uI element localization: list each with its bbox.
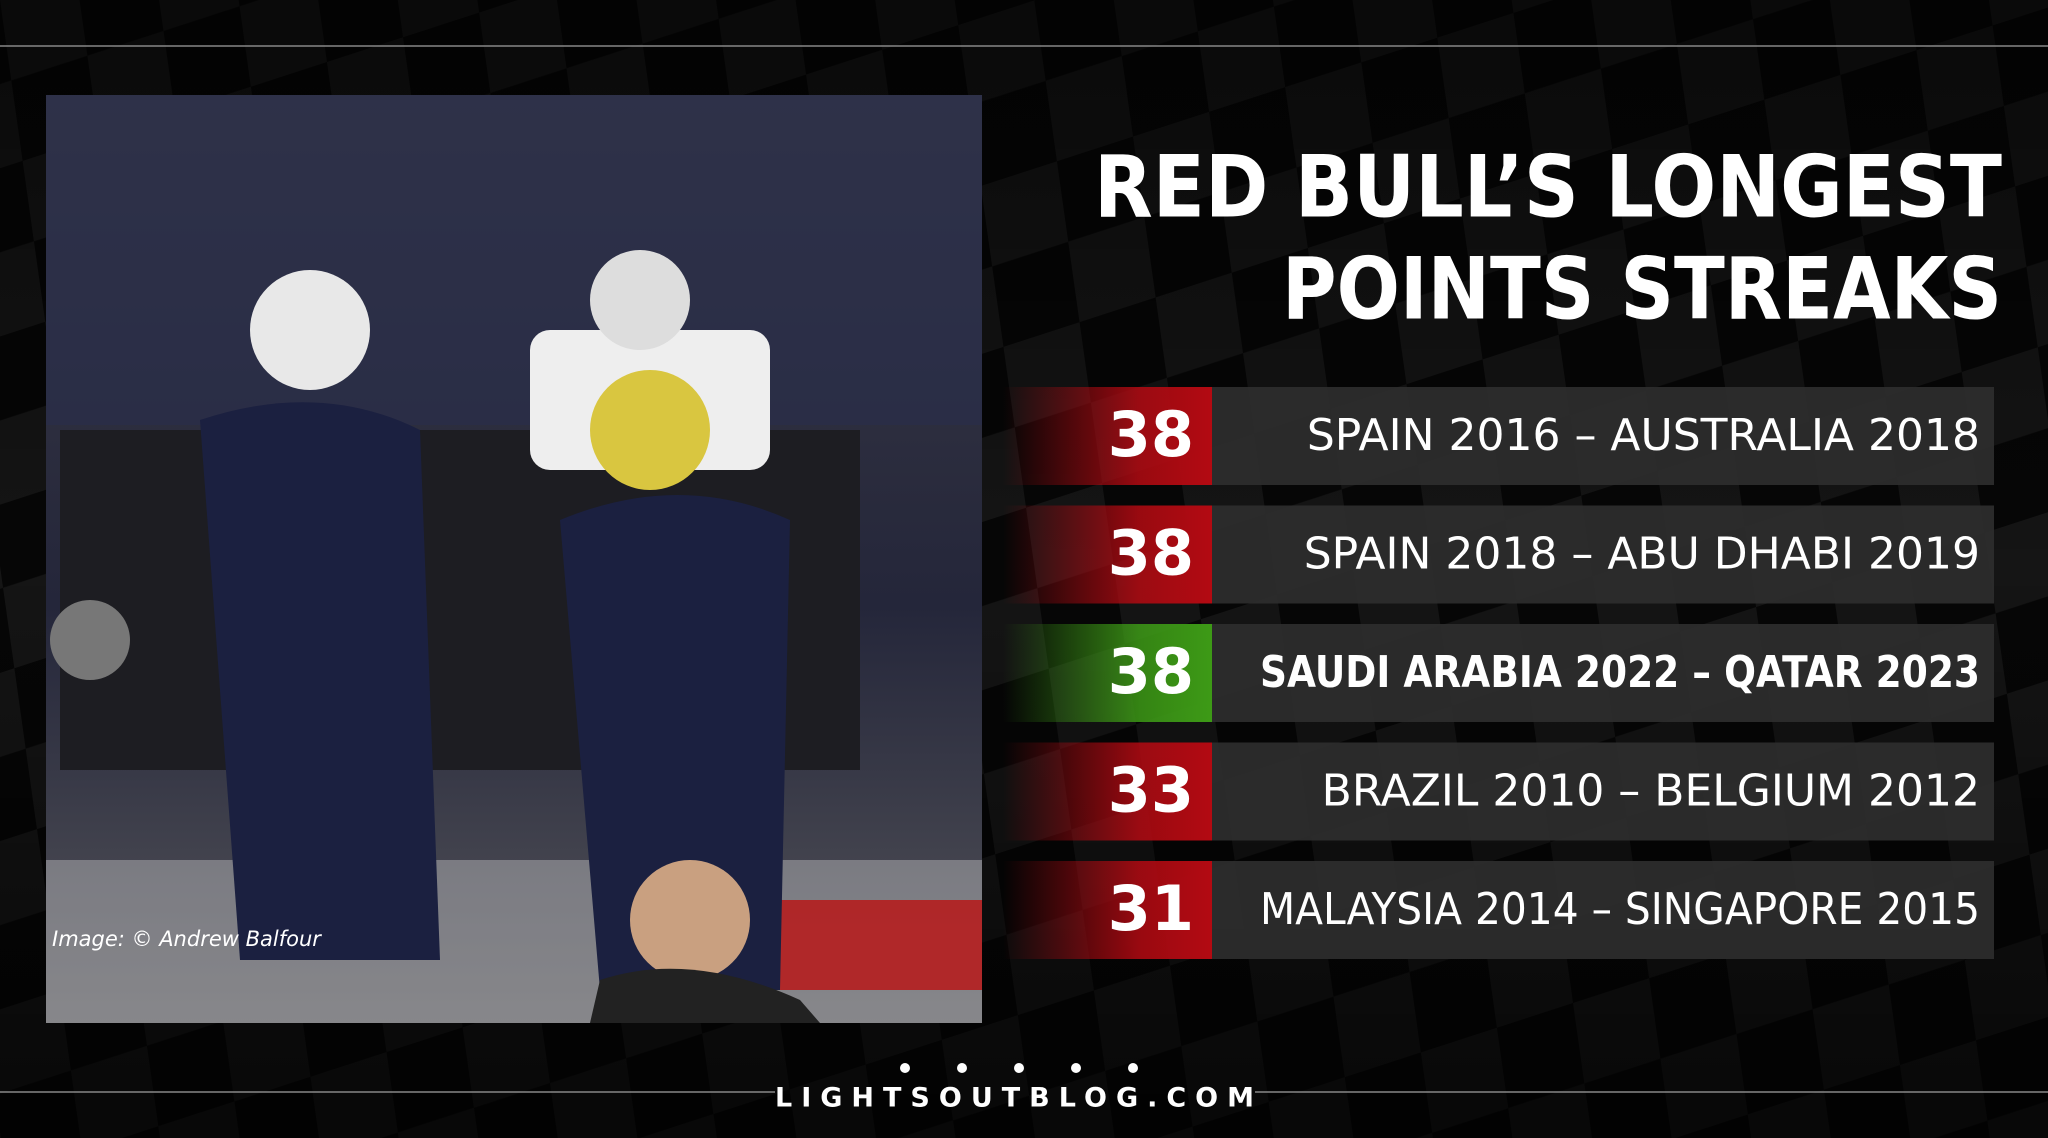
streak-value: 33 bbox=[1108, 754, 1194, 827]
streak-row: 38 SPAIN 2016 – AUSTRALIA 2018 bbox=[1003, 387, 1994, 485]
value-panel bbox=[1003, 505, 1212, 604]
streak-row: 31 MALAYSIA 2014 – SINGAPORE 2015 bbox=[1003, 861, 1994, 959]
footer-dots bbox=[900, 1063, 1138, 1073]
streak-label: MALAYSIA 2014 – SINGAPORE 2015 bbox=[1260, 884, 1980, 935]
streak-value: 38 bbox=[1108, 635, 1194, 708]
streak-row: 33 BRAZIL 2010 – BELGIUM 2012 bbox=[1003, 742, 1994, 841]
title-line: RED BULL’S LONGEST bbox=[1094, 137, 2002, 237]
label-panel bbox=[1212, 505, 1994, 604]
label-panel bbox=[1212, 861, 1994, 959]
label-panel bbox=[1212, 387, 1994, 485]
footer-site: LIGHTSOUTBLOG.COM bbox=[775, 1083, 1263, 1114]
streak-label: SPAIN 2016 – AUSTRALIA 2018 bbox=[1307, 410, 1980, 461]
title-line: POINTS STREAKS bbox=[1282, 239, 2002, 339]
streak-value: 38 bbox=[1108, 517, 1194, 590]
streak-label: BRAZIL 2010 – BELGIUM 2012 bbox=[1322, 766, 1980, 817]
label-panel bbox=[1212, 742, 1994, 841]
streak-label: SAUDI ARABIA 2022 – QATAR 2023 bbox=[1260, 647, 1980, 698]
value-panel bbox=[1003, 861, 1212, 959]
value-panel bbox=[1003, 742, 1212, 841]
photo bbox=[46, 95, 982, 1023]
photo-credit: Image: © Andrew Balfour bbox=[52, 927, 322, 951]
streak-list: 38 SPAIN 2016 – AUSTRALIA 2018 38 SPAIN 201… bbox=[1003, 387, 1994, 959]
streak-row: 38 SAUDI ARABIA 2022 – QATAR 2023 bbox=[1003, 624, 1994, 722]
value-panel bbox=[1003, 387, 1212, 485]
streak-value: 38 bbox=[1108, 398, 1194, 471]
label-panel bbox=[1212, 624, 1994, 722]
streak-value: 31 bbox=[1108, 872, 1194, 945]
streak-row: 38 SPAIN 2018 – ABU DHABI 2019 bbox=[1003, 505, 1994, 604]
streak-label: SPAIN 2018 – ABU DHABI 2019 bbox=[1304, 529, 1980, 580]
value-panel bbox=[1003, 624, 1212, 722]
